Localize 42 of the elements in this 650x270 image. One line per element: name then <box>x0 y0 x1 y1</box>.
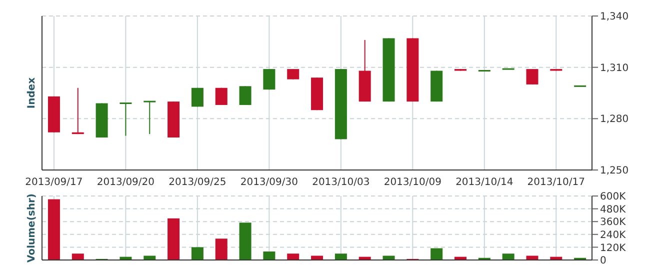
bar <box>502 254 514 260</box>
y-tick-label: 1,280 <box>600 114 629 126</box>
x-tick-label: 2013/10/09 <box>384 177 442 188</box>
candlestick <box>526 68 538 85</box>
y-tick-label: 1,250 <box>600 166 629 177</box>
bar <box>287 254 300 260</box>
x-tick-label: 2013/09/30 <box>240 177 298 188</box>
x-tick-label: 2013/09/20 <box>96 177 155 188</box>
candlestick <box>144 100 156 135</box>
y-axis-title: Volume(shr) <box>26 194 38 262</box>
bar <box>144 256 156 260</box>
bar <box>215 238 228 260</box>
x-tick-label: 2013/10/14 <box>456 177 514 188</box>
candlestick <box>287 68 300 80</box>
y-tick-label: 120K <box>600 242 626 254</box>
candlestick <box>215 87 228 106</box>
candlestick <box>263 68 276 90</box>
y-tick-label: 1,310 <box>600 62 629 74</box>
bar <box>430 248 443 260</box>
bar <box>382 256 395 260</box>
bar <box>191 247 204 260</box>
bar <box>239 222 252 260</box>
candlestick <box>239 86 252 106</box>
y-tick-label: 1,340 <box>600 12 629 23</box>
bar <box>168 218 180 260</box>
bar <box>263 251 276 260</box>
y-tick-label: 240K <box>600 230 626 241</box>
bar <box>526 256 538 260</box>
x-tick-label: 2013/09/17 <box>25 177 83 188</box>
x-tick-label: 2013/09/25 <box>168 177 226 188</box>
y-axis-title: Index <box>26 76 38 109</box>
x-tick-label: 2013/10/03 <box>312 177 370 188</box>
y-tick-label: 600K <box>600 192 626 203</box>
candlestick <box>120 102 132 136</box>
bar <box>334 254 347 260</box>
y-tick-label: 480K <box>600 204 626 216</box>
bar <box>311 256 324 260</box>
y-tick-label: 360K <box>600 217 626 228</box>
x-tick-label: 2013/10/17 <box>527 177 585 188</box>
y-tick-label: 0 <box>600 256 606 267</box>
bar <box>48 199 60 260</box>
bar <box>72 254 84 260</box>
